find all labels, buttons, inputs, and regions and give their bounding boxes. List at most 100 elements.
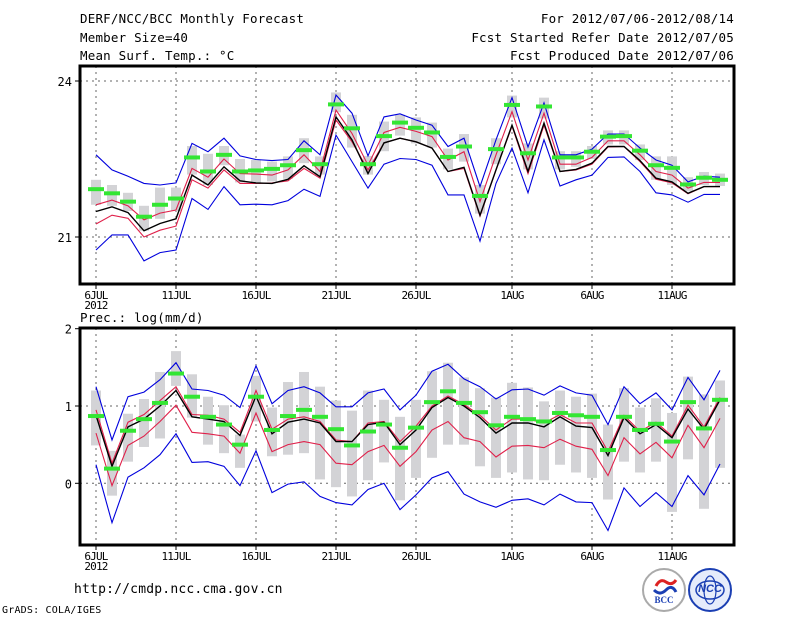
- observed-marker: [632, 427, 648, 432]
- observed-marker: [152, 400, 168, 405]
- observed-marker: [104, 466, 120, 471]
- member-range-box: [427, 122, 437, 148]
- observed-marker: [504, 102, 520, 107]
- series-line-mean: [95, 115, 720, 232]
- observed-marker: [280, 414, 296, 419]
- member-range-box: [555, 151, 565, 170]
- observed-marker: [152, 202, 168, 207]
- observed-marker: [696, 426, 712, 431]
- member-range-box: [411, 399, 421, 478]
- observed-marker: [360, 162, 376, 167]
- member-range-box: [443, 148, 453, 170]
- observed-marker: [616, 414, 632, 419]
- member-range-box: [331, 92, 341, 113]
- member-range-box: [491, 138, 501, 165]
- observed-marker: [616, 134, 632, 139]
- observed-marker: [696, 175, 712, 180]
- member-range-box: [635, 407, 645, 473]
- observed-marker: [456, 400, 472, 405]
- observed-marker: [424, 130, 440, 135]
- series-line-min: [95, 432, 721, 532]
- member-range-box: [395, 416, 405, 501]
- member-range-box: [267, 161, 277, 182]
- member-range-box: [235, 434, 245, 468]
- observed-marker: [360, 429, 376, 434]
- observed-marker: [584, 149, 600, 154]
- observed-marker: [472, 193, 488, 198]
- observed-marker: [392, 120, 408, 125]
- observed-marker: [184, 155, 200, 160]
- member-range-box: [283, 156, 293, 179]
- observed-marker: [184, 394, 200, 399]
- observed-marker: [552, 155, 568, 160]
- observed-marker: [632, 148, 648, 153]
- member-range-box: [683, 376, 693, 460]
- observed-marker: [680, 400, 696, 405]
- observed-marker: [136, 214, 152, 219]
- observed-marker: [536, 419, 552, 424]
- member-range-box: [379, 399, 389, 463]
- member-range-box: [347, 410, 357, 497]
- member-range-box: [507, 382, 517, 473]
- observed-marker: [568, 155, 584, 160]
- member-range-box: [491, 397, 501, 478]
- observed-marker: [136, 417, 152, 422]
- observed-marker: [648, 421, 664, 426]
- member-range-box: [331, 400, 341, 488]
- observed-marker: [264, 166, 280, 171]
- x-tick-label: 21JUL: [321, 289, 351, 302]
- temperature-plot-area: [88, 92, 728, 262]
- bcc-logo: BCC: [642, 568, 686, 612]
- observed-marker: [216, 422, 232, 427]
- observed-marker: [424, 400, 440, 405]
- member-range-box: [619, 388, 629, 462]
- observed-marker: [264, 427, 280, 432]
- observed-marker: [520, 151, 536, 156]
- x-tick-label: 16JUL: [241, 550, 271, 563]
- member-range-box: [523, 143, 533, 170]
- observed-marker: [440, 389, 456, 394]
- observed-marker: [392, 445, 408, 450]
- member-range-box: [651, 398, 661, 462]
- observed-marker: [712, 397, 728, 402]
- variable-label: Mean Surf. Temp.: °C: [80, 48, 235, 63]
- observed-marker: [664, 439, 680, 444]
- observed-marker: [584, 414, 600, 419]
- observed-marker: [520, 417, 536, 422]
- member-range-box: [299, 371, 309, 454]
- member-range-box: [667, 156, 677, 185]
- member-range-box: [91, 179, 101, 205]
- x-tick-label: 11AUG: [657, 550, 686, 563]
- observed-marker: [600, 448, 616, 453]
- x-tick-label: 26JUL: [401, 289, 431, 302]
- observed-marker: [328, 102, 344, 107]
- observed-marker: [328, 427, 344, 432]
- observed-marker: [200, 169, 216, 174]
- plot-frame: [78, 64, 736, 286]
- observed-marker: [664, 165, 680, 170]
- x-tick-label: 1AUG: [500, 550, 523, 563]
- x-tick-label: 6AUG: [580, 289, 603, 302]
- member-range-box: [107, 185, 117, 206]
- member-range-box: [411, 117, 421, 144]
- member-range-box: [203, 396, 213, 445]
- member-range-box: [283, 382, 293, 455]
- member-range-box: [603, 424, 613, 500]
- observed-marker: [712, 177, 728, 182]
- x-tick-label: 6AUG: [580, 550, 603, 563]
- member-range-box: [427, 371, 437, 458]
- member-range-box: [667, 412, 677, 512]
- observed-marker: [504, 414, 520, 419]
- forecast-start-date: Fcst Started Refer Date 2012/07/05: [471, 30, 734, 45]
- member-range-box: [651, 156, 661, 180]
- source-url[interactable]: http://cmdp.ncc.cma.gov.cn: [74, 582, 283, 597]
- observed-marker: [296, 407, 312, 412]
- observed-marker: [280, 163, 296, 168]
- observed-marker: [408, 125, 424, 130]
- member-range-box: [203, 153, 213, 185]
- x-tick-label: 26JUL: [401, 550, 431, 563]
- member-range-box: [555, 390, 565, 465]
- observed-marker: [648, 163, 664, 168]
